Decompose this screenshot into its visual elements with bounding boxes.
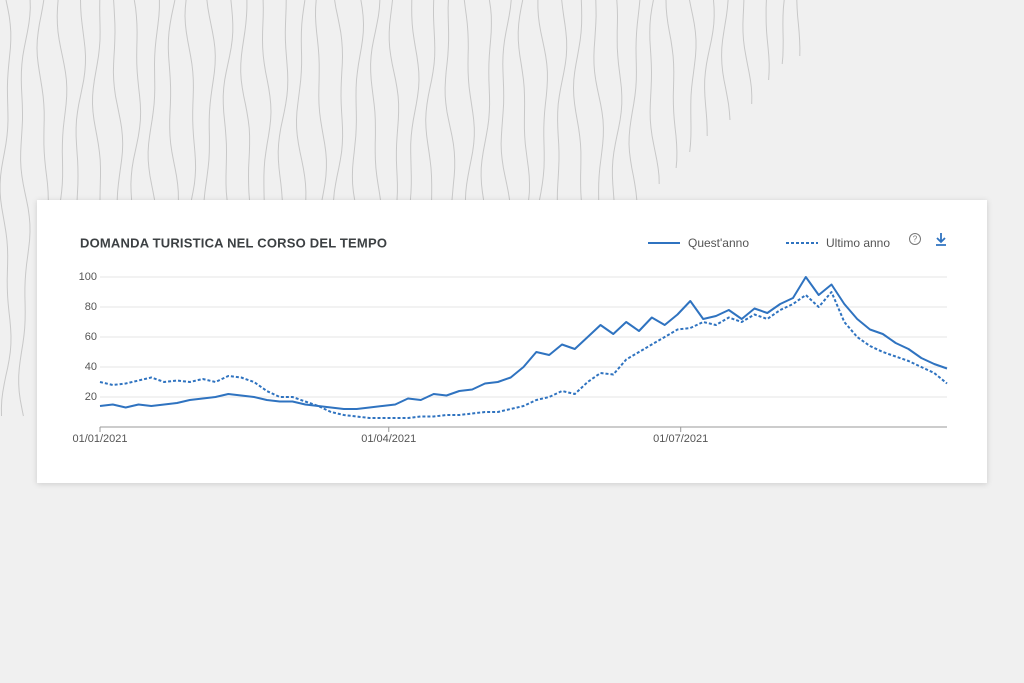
- pattern-line: [147, 0, 160, 201]
- pattern-line: [388, 0, 400, 201]
- help-icon[interactable]: ?: [909, 233, 921, 245]
- chart-title: DOMANDA TURISTICA NEL CORSO DEL TEMPO: [80, 235, 387, 250]
- series-line: [99, 276, 948, 410]
- pattern-line: [742, 0, 753, 105]
- pattern-line: [611, 0, 623, 201]
- pattern-line: [333, 0, 344, 201]
- pattern-line: [463, 0, 475, 201]
- pattern-line: [721, 0, 731, 121]
- pattern-line: [796, 0, 801, 57]
- pattern-line: [425, 0, 436, 201]
- pattern-line: [222, 0, 234, 201]
- x-tick-label: 01/07/2021: [653, 433, 708, 445]
- pattern-line: [781, 0, 785, 65]
- help-icon-glyph: ?: [913, 235, 918, 244]
- pattern-line: [295, 0, 307, 201]
- pattern-line: [277, 0, 289, 201]
- pattern-line: [91, 0, 101, 201]
- pattern-line: [112, 0, 124, 201]
- legend-label: Quest'anno: [688, 236, 749, 250]
- pattern-line: [167, 0, 179, 201]
- x-tick-label: 01/01/2021: [72, 433, 127, 445]
- pattern-line: [351, 0, 365, 201]
- pattern-line: [314, 0, 327, 201]
- pattern-line: [480, 0, 492, 201]
- legend-label: Ultimo anno: [826, 236, 890, 250]
- pattern-line: [409, 0, 420, 201]
- pattern-line: [240, 0, 251, 201]
- series-line: [99, 291, 948, 419]
- x-tick-label: 01/04/2021: [361, 433, 416, 445]
- pattern-line: [130, 0, 142, 201]
- card: [37, 200, 987, 483]
- y-tick-label: 80: [85, 301, 97, 313]
- pattern-line: [689, 0, 697, 153]
- y-tick-label: 60: [85, 331, 97, 343]
- pattern-line: [75, 0, 87, 201]
- pattern-line: [517, 0, 531, 201]
- pattern-line: [765, 0, 770, 81]
- pattern-line: [370, 0, 381, 201]
- pattern-line: [36, 0, 49, 201]
- pattern-line: [261, 0, 272, 201]
- pattern-line: [0, 0, 12, 417]
- y-tick-label: 100: [79, 271, 97, 283]
- download-icon[interactable]: [936, 233, 946, 246]
- pattern-line: [184, 0, 197, 201]
- pattern-line: [500, 0, 512, 201]
- pattern-line: [56, 0, 68, 201]
- background-pattern: [0, 0, 801, 417]
- pattern-line: [444, 0, 456, 201]
- pattern-line: [572, 0, 583, 201]
- y-tick-label: 20: [85, 391, 97, 403]
- pattern-line: [649, 0, 660, 185]
- pattern-line: [665, 0, 678, 169]
- y-tick-label: 40: [85, 361, 97, 373]
- pattern-line: [593, 0, 604, 201]
- pattern-line: [537, 0, 548, 201]
- pattern-line: [628, 0, 641, 201]
- pattern-line: [18, 0, 31, 417]
- pattern-line: [556, 0, 568, 201]
- pattern-line: [704, 0, 715, 137]
- pattern-line: [203, 0, 216, 201]
